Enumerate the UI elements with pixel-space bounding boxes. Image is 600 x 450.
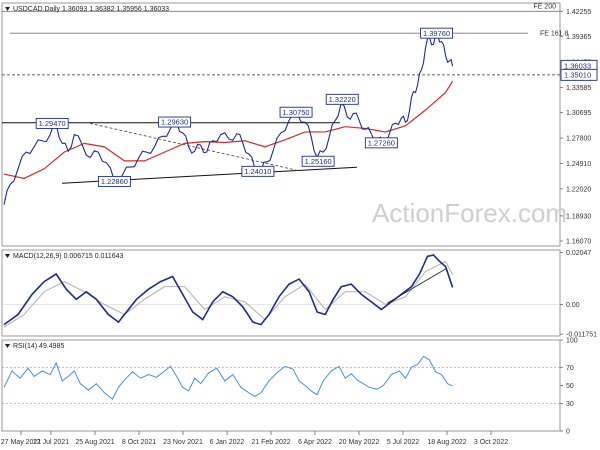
moving-average-line	[3, 80, 454, 180]
price-annotation-box	[97, 175, 131, 187]
macd-y-tick-label: -0.011751	[566, 332, 597, 339]
x-tick-label: 3 Oct 2022	[474, 439, 508, 446]
x-tick-label: 21 Feb 2022	[251, 439, 290, 446]
price-annotation-box	[301, 155, 335, 167]
y-tick-label: 1.22020	[566, 186, 591, 193]
price-annotation-box	[364, 137, 398, 149]
y-tick-label: 1.27800	[566, 136, 591, 143]
macd-y-tick-label: 0.02047	[566, 250, 591, 257]
x-tick-label: 20 May 2022	[339, 439, 380, 446]
x-tick-label: 23 Nov 2021	[163, 439, 203, 446]
rsi-panel	[1, 339, 561, 432]
rsi-dropdown-arrow-icon	[5, 344, 10, 348]
y-tick-label: 1.39365	[566, 34, 591, 41]
rsi-y-tick-label: 100	[566, 338, 578, 345]
x-tick-label: 6 Apr 2022	[298, 439, 332, 446]
dropdown-arrow-icon	[5, 7, 10, 11]
macd-header: MACD(12,26,9) 0.006715 0.011643	[13, 253, 123, 260]
y-tick-label: 1.42255	[566, 9, 591, 16]
watermark: ActionForex.com	[372, 198, 567, 228]
price-annotation-box	[158, 116, 192, 128]
price-header: USDCAD.Daily 1.36093 1.36382 1.35956 1.3…	[13, 6, 169, 13]
dashed-trendline	[89, 122, 301, 172]
price-annotation-box	[279, 106, 313, 118]
price-annotation-label: 1.29470	[39, 119, 66, 128]
y-tick-label: 1.30695	[566, 110, 591, 117]
x-tick-label: 6 Jan 2022	[210, 439, 245, 446]
x-tick-label: 27 May 2021	[1, 439, 42, 446]
price-annotation-box	[241, 165, 275, 177]
price-annotation-label: 1.29630	[161, 118, 188, 127]
price-annotation-box	[325, 93, 359, 105]
price-annotation-box	[420, 27, 454, 39]
price-annotation-label: 1.39760	[423, 29, 450, 38]
price-panel	[1, 2, 561, 247]
price-annotation-box	[35, 117, 69, 129]
price-annotation-label: 1.30750	[282, 108, 309, 117]
y-tick-label: 1.33585	[566, 85, 591, 92]
price-annotation-label: 1.22860	[101, 177, 128, 186]
price-annotation-label: 1.24010	[244, 167, 271, 176]
x-tick-label: 5 Jul 2022	[387, 439, 419, 446]
level-price-value: 1.35010	[564, 70, 591, 79]
macd-line	[3, 254, 454, 326]
y-tick-label: 1.24910	[566, 161, 591, 168]
macd-trendline	[387, 268, 446, 304]
x-tick-label: 8 Oct 2021	[122, 439, 156, 446]
rsi-y-tick-label: 30	[566, 401, 574, 408]
x-tick-label: 12 Jul 2021	[33, 439, 69, 446]
macd-y-tick-label: 0.00	[566, 302, 580, 309]
price-annotation-label: 1.25160	[305, 157, 332, 166]
fe1618-label: FE 161.8	[540, 31, 569, 38]
macd-panel	[1, 249, 561, 337]
y-tick-label: 1.18930	[566, 213, 591, 220]
rsi-y-tick-label: 50	[566, 383, 574, 390]
rsi-header: RSI(14) 49.4985	[13, 343, 64, 350]
x-tick-label: 18 Aug 2022	[427, 439, 466, 446]
rsi-line	[3, 355, 453, 400]
x-tick-label: 25 Aug 2021	[75, 439, 114, 446]
rsi-y-tick-label: 70	[566, 365, 574, 372]
last-price-value: 1.36033	[564, 61, 591, 70]
price-annotation-label: 1.32220	[329, 95, 356, 104]
price-annotation-label: 1.27260	[368, 139, 395, 148]
macd-dropdown-arrow-icon	[5, 254, 10, 258]
y-tick-label: 1.16070	[566, 238, 591, 245]
price-line	[3, 33, 454, 205]
level-price-tag	[560, 68, 598, 81]
fe200-label: FE 200	[533, 3, 556, 10]
rsi-y-tick-label: 0	[566, 429, 570, 436]
